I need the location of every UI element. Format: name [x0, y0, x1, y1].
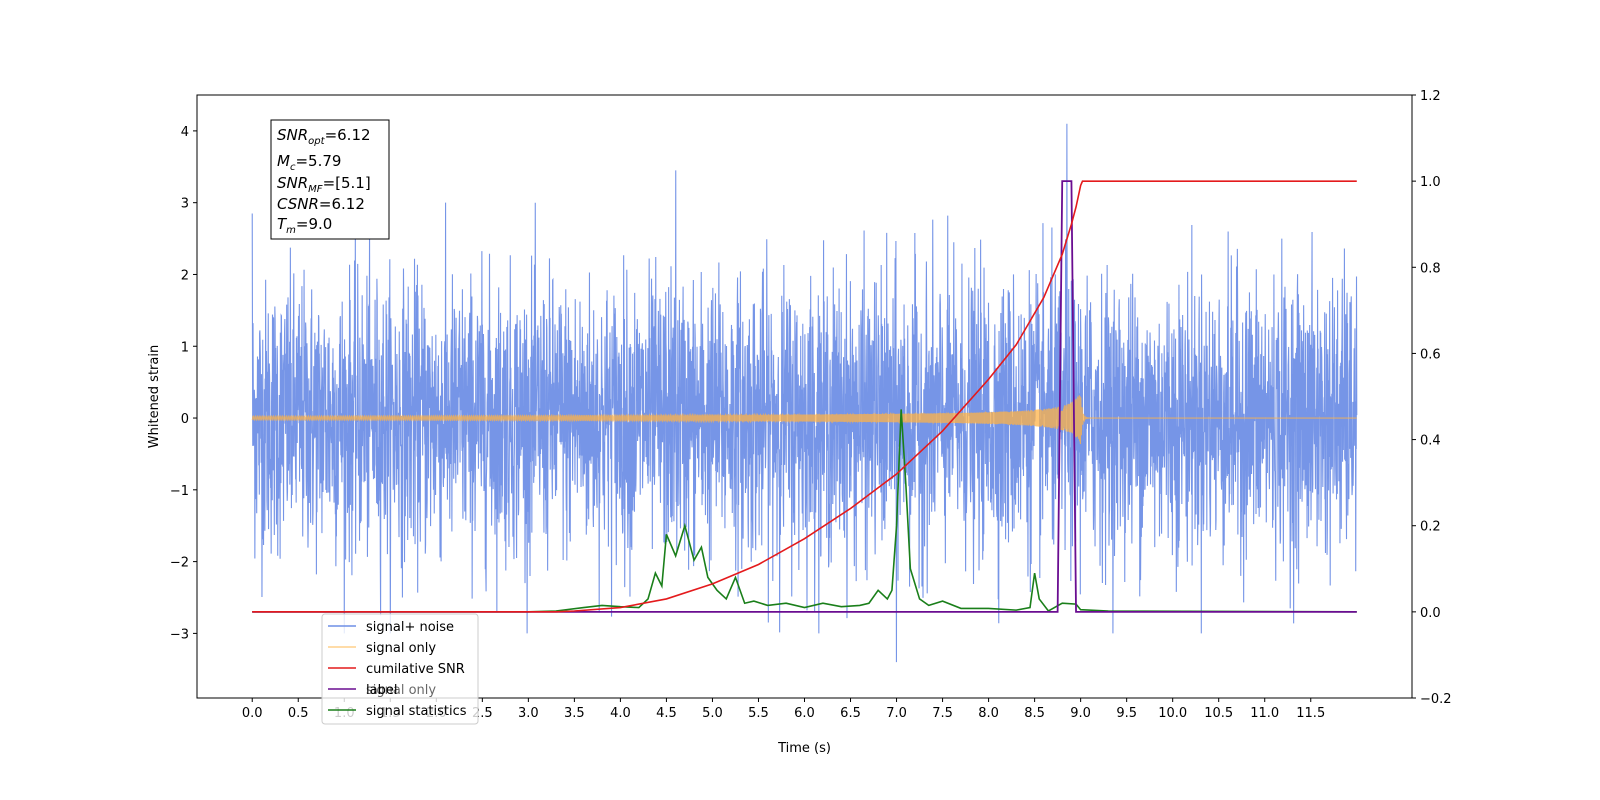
x-tick-label: 9.5 [1116, 706, 1137, 721]
y-right-tick-label: 0.2 [1420, 520, 1441, 535]
y-left-tick-label: −3 [170, 627, 189, 642]
y-left-tick-label: 0 [181, 412, 189, 427]
y-right-tick-label: −0.2 [1420, 692, 1452, 707]
x-tick-label: 0.5 [288, 706, 309, 721]
info-snr-mf-subscript: MF [308, 184, 323, 195]
info-mc-value: =5.79 [295, 152, 341, 170]
x-tick-label: 4.5 [656, 706, 677, 721]
series-cumulative-snr-line [252, 180, 1357, 613]
x-tick-label: 3.0 [518, 706, 539, 721]
y-left-tick-label: 3 [181, 197, 189, 212]
info-line-csnr: CSNR=6.12 [277, 195, 365, 213]
info-snr-mf-symbol: SNR [277, 174, 308, 192]
info-mc-symbol: M [277, 152, 290, 170]
x-tick-label: 11.5 [1296, 706, 1325, 721]
y-right-tick-label: 0.4 [1420, 434, 1441, 449]
x-tick-label: 9.0 [1070, 706, 1091, 721]
info-line-tm: Tm=9.0 [277, 215, 332, 236]
legend-label: signal statistics [366, 704, 467, 719]
info-tm-symbol: T [277, 215, 288, 233]
x-tick-label: 6.5 [840, 706, 861, 721]
x-tick-label: 0.0 [242, 706, 263, 721]
x-tick-label: 10.0 [1158, 706, 1187, 721]
legend-label: signal only [366, 641, 436, 656]
legend-label: label [366, 683, 397, 698]
info-snr-opt-symbol: SNR [277, 126, 308, 144]
y-right-tick-label: 1.2 [1420, 89, 1441, 104]
info-line-snr-opt: SNRopt=6.12 [277, 126, 371, 147]
series-label-line [252, 180, 1357, 613]
legend-ghost-text: signal only [366, 683, 436, 698]
y-left-tick-label: −1 [170, 484, 189, 499]
info-box: SNRopt=6.12 Mc=5.79 SNRMF=[5.1] CSNR=6.1… [270, 119, 390, 240]
x-tick-label: 3.5 [564, 706, 585, 721]
series-signal-noise-line [251, 123, 1358, 663]
x-tick-label: 5.0 [702, 706, 723, 721]
x-axis-label: Time (s) [777, 741, 831, 756]
legend-label: signal+ noise [366, 620, 454, 635]
info-snr-opt-subscript: opt [308, 136, 325, 147]
info-snr-opt-value: =6.12 [325, 126, 371, 144]
y-left-tick-label: 4 [181, 125, 189, 140]
x-tick-label: 7.5 [932, 706, 953, 721]
info-tm-value: =9.0 [296, 215, 332, 233]
legend-frame [321, 613, 479, 725]
x-tick-label: 8.5 [1024, 706, 1045, 721]
y-left-tick-label: −2 [170, 556, 189, 571]
y-left-tick-label: 1 [181, 340, 189, 355]
x-tick-label: 10.5 [1204, 706, 1233, 721]
y-right-tick-label: 0.8 [1420, 261, 1441, 276]
plot-area [251, 123, 1358, 663]
x-tick-label: 7.0 [886, 706, 907, 721]
info-box-frame [270, 119, 390, 240]
info-line-snr-mf: SNRMF=[5.1] [277, 174, 371, 195]
legend: signal only signal+ noise signal only cumil… [321, 613, 479, 725]
series-signal-only-line [251, 395, 1357, 444]
info-line-chirp-mass: Mc=5.79 [277, 152, 341, 173]
y-right-tick-label: 0.6 [1420, 347, 1441, 362]
y-axis-label: Whitened strain [147, 345, 162, 448]
legend-label: cumilative SNR [366, 662, 465, 677]
info-csnr-value: =6.12 [319, 195, 365, 213]
x-tick-label: 4.0 [610, 706, 631, 721]
y-right-tick-label: 1.0 [1420, 175, 1441, 190]
y-left-tick-label: 2 [181, 268, 189, 283]
x-tick-label: 11.0 [1250, 706, 1279, 721]
info-csnr-symbol: CSNR [277, 195, 319, 213]
info-mc-subscript: c [290, 162, 296, 173]
x-tick-label: 6.0 [794, 706, 815, 721]
y-right-tick-label: 0.0 [1420, 606, 1441, 621]
info-tm-subscript: m [286, 225, 296, 236]
info-snr-mf-value: =[5.1] [323, 174, 371, 192]
x-tick-label: 5.5 [748, 706, 769, 721]
x-tick-label: 8.0 [978, 706, 999, 721]
series-signal-statistics-line [252, 409, 1357, 613]
